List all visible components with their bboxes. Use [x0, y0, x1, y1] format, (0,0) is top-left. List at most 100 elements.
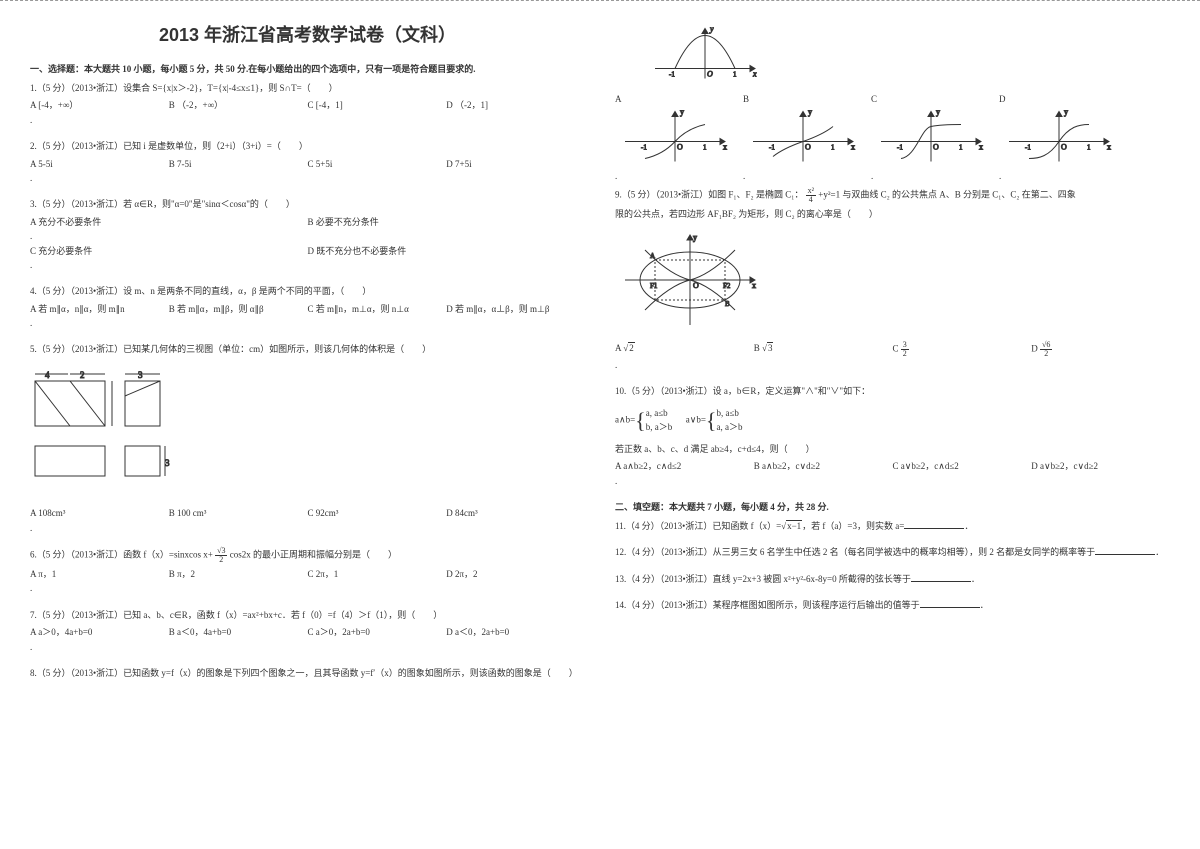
- q8-derivative-figure: y x O -1 1: [645, 21, 765, 86]
- q8-graph-d: y x O -1 1: [999, 104, 1119, 169]
- q7-text: 7.（5 分）（2013•浙江）已知 a、b、c∈R，函数 f（x）=ax²+b…: [30, 608, 585, 622]
- q9-opt-d: D √62: [1031, 341, 1170, 358]
- svg-text:y: y: [709, 25, 714, 34]
- q2-text: 2.（5 分）（2013•浙江）已知 i 是虚数单位，则（2+i）（3+i）=（…: [30, 139, 585, 153]
- q6-opt-d: D 2π，2: [446, 567, 585, 581]
- q3-opt-d: D 既不充分也不必要条件: [308, 244, 586, 258]
- svg-text:O: O: [933, 143, 939, 152]
- q5-opt-c: C 92cm³: [308, 506, 447, 520]
- svg-text:x: x: [752, 281, 756, 290]
- svg-text:O: O: [707, 70, 713, 79]
- q8-opt-a: A: [615, 94, 735, 104]
- q6-opt-c: C 2π，1: [308, 567, 447, 581]
- q7-opt-c: C a＞0，2a+b=0: [308, 625, 447, 639]
- svg-text:O: O: [805, 143, 811, 152]
- three-view-figure: 4 2 3 3: [30, 366, 210, 496]
- svg-text:x: x: [752, 70, 757, 79]
- question-2: 2.（5 分）（2013•浙江）已知 i 是虚数单位，则（2+i）（3+i）=（…: [30, 139, 585, 185]
- svg-text:x: x: [979, 143, 983, 152]
- q7-opt-b: B a＜0，4a+b=0: [169, 625, 308, 639]
- q1-opt-a: A [-4，+∞）: [30, 98, 169, 112]
- question-12: 12.（4 分）（2013•浙江）从三男三女 6 名学生中任选 2 名（每名同学…: [615, 545, 1170, 559]
- svg-text:A: A: [650, 252, 655, 260]
- svg-text:3: 3: [165, 458, 170, 468]
- svg-text:1: 1: [959, 144, 963, 152]
- svg-text:O: O: [677, 143, 683, 152]
- q1-opt-d: D （-2，1]: [446, 98, 585, 112]
- q6-pre: 6.（5 分）（2013•浙江）函数 f（x）=sinxcos x+: [30, 550, 213, 560]
- q7-opt-a: A a＞0，4a+b=0: [30, 625, 169, 639]
- question-8: 8.（5 分）（2013•浙江）已知函数 y=f（x）的图象是下列四个图象之一，…: [30, 666, 585, 680]
- svg-text:F1: F1: [650, 282, 658, 290]
- svg-text:-1: -1: [769, 144, 775, 152]
- q1-opt-b: B （-2，+∞）: [169, 98, 308, 112]
- q10-opt-b: B a∧b≥2，c∨d≥2: [754, 459, 893, 473]
- svg-text:x: x: [723, 143, 727, 152]
- q6-post: cos2x 的最小正周期和振幅分别是（ ）: [230, 550, 397, 560]
- q9-opt-c: C 32: [893, 341, 1032, 358]
- question-3: 3.（5 分）（2013•浙江）若 α∈R，则"α=0"是"sinα＜cosα"…: [30, 197, 585, 272]
- q6-opt-a: A π，1: [30, 567, 169, 581]
- question-6: 6.（5 分）（2013•浙江）函数 f（x）=sinxcos x+ √32 c…: [30, 547, 585, 596]
- svg-text:1: 1: [733, 71, 737, 79]
- question-5: 5.（5 分）（2013•浙江）已知某几何体的三视图（单位：cm）如图所示，则该…: [30, 342, 585, 535]
- svg-text:y: y: [1064, 108, 1068, 117]
- question-14: 14.（4 分）（2013•浙江）某程序框图如图所示，则该程序运行后输出的值等于…: [615, 598, 1170, 612]
- q10-opt-a: A a∧b≥2，c∧d≤2: [615, 459, 754, 473]
- svg-text:y: y: [680, 108, 684, 117]
- q9-figure: y x O A B F1 F2: [615, 230, 765, 330]
- q10-opt-d: D a∨b≥2，c∨d≥2: [1031, 459, 1170, 473]
- q9-opt-a: A √2: [615, 341, 754, 358]
- svg-text:O: O: [693, 281, 699, 290]
- q1-opt-c: C [-4，1]: [308, 98, 447, 112]
- svg-text:-1: -1: [1025, 144, 1031, 152]
- svg-text:-1: -1: [897, 144, 903, 152]
- q5-opt-b: B 100 cm³: [169, 506, 308, 520]
- q10-opt-c: C a∨b≥2，c∧d≤2: [893, 459, 1032, 473]
- q4-opt-a: A 若 m∥α，n∥α，则 m∥n: [30, 302, 169, 316]
- q2-opt-c: C 5+5i: [308, 157, 447, 171]
- q5-opt-d: D 84cm³: [446, 506, 585, 520]
- q8-opt-c: C: [871, 94, 991, 104]
- left-column: 2013 年浙江省高考数学试卷（文科） 一、选择题：本大题共 10 小题，每小题…: [30, 21, 585, 692]
- q8-opt-b: B: [743, 94, 863, 104]
- section-2-heading: 二、填空题：本大题共 7 小题，每小题 4 分，共 28 分.: [615, 500, 1170, 513]
- svg-text:-1: -1: [669, 71, 675, 79]
- q7-opt-d: D a＜0，2a+b=0: [446, 625, 585, 639]
- title: 2013 年浙江省高考数学试卷（文科）: [30, 21, 585, 47]
- svg-text:x: x: [851, 143, 855, 152]
- svg-text:y: y: [693, 233, 697, 242]
- q3-text: 3.（5 分）（2013•浙江）若 α∈R，则"α=0"是"sinα＜cosα"…: [30, 197, 585, 211]
- question-1: 1.（5 分）（2013•浙江）设集合 S={x|x＞-2}，T={x|-4≤x…: [30, 81, 585, 127]
- q2-opt-d: D 7+5i: [446, 157, 585, 171]
- svg-text:1: 1: [703, 144, 707, 152]
- q5-text: 5.（5 分）（2013•浙江）已知某几何体的三视图（单位：cm）如图所示，则该…: [30, 342, 585, 356]
- svg-text:O: O: [1061, 143, 1067, 152]
- q8-text: 8.（5 分）（2013•浙江）已知函数 y=f（x）的图象是下列四个图象之一，…: [30, 666, 585, 680]
- right-column: y x O -1 1 A y x O -1: [615, 21, 1170, 692]
- svg-text:F2: F2: [723, 282, 731, 290]
- question-4: 4.（5 分）（2013•浙江）设 m、n 是两条不同的直线，α，β 是两个不同…: [30, 284, 585, 330]
- question-7: 7.（5 分）（2013•浙江）已知 a、b、c∈R，函数 f（x）=ax²+b…: [30, 608, 585, 654]
- svg-text:y: y: [936, 108, 940, 117]
- svg-text:y: y: [808, 108, 812, 117]
- q8-graph-b: y x O -1 1: [743, 104, 863, 169]
- q9-opt-b: B √3: [754, 341, 893, 358]
- q3-opt-a: A 充分不必要条件: [30, 215, 308, 229]
- q4-opt-c: C 若 m∥n，m⊥α，则 n⊥α: [308, 302, 447, 316]
- question-10: 10.（5 分）（2013•浙江）设 a，b∈R，定义运算"∧"和"∨"如下： …: [615, 384, 1170, 488]
- svg-text:B: B: [725, 300, 730, 308]
- q6-opt-b: B π，2: [169, 567, 308, 581]
- question-9: 9.（5 分）（2013•浙江）如图 F₁、F₂ 是椭圆 C₁： x²4 +y²…: [615, 187, 1170, 372]
- q2-opt-a: A 5-5i: [30, 157, 169, 171]
- svg-text:1: 1: [831, 144, 835, 152]
- section-1-heading: 一、选择题：本大题共 10 小题，每小题 5 分，共 50 分.在每小题给出的四…: [30, 62, 585, 75]
- svg-text:x: x: [1107, 143, 1111, 152]
- q3-opt-b: B 必要不充分条件: [308, 215, 586, 229]
- q8-opt-d: D: [999, 94, 1119, 104]
- svg-text:1: 1: [1087, 144, 1091, 152]
- q2-opt-b: B 7-5i: [169, 157, 308, 171]
- q5-opt-a: A 108cm³: [30, 506, 169, 520]
- q4-opt-d: D 若 m∥α，α⊥β，则 m⊥β: [446, 302, 585, 316]
- question-11: 11.（4 分）（2013•浙江）已知函数 f（x）=√x−1，若 f（a）=3…: [615, 519, 1170, 533]
